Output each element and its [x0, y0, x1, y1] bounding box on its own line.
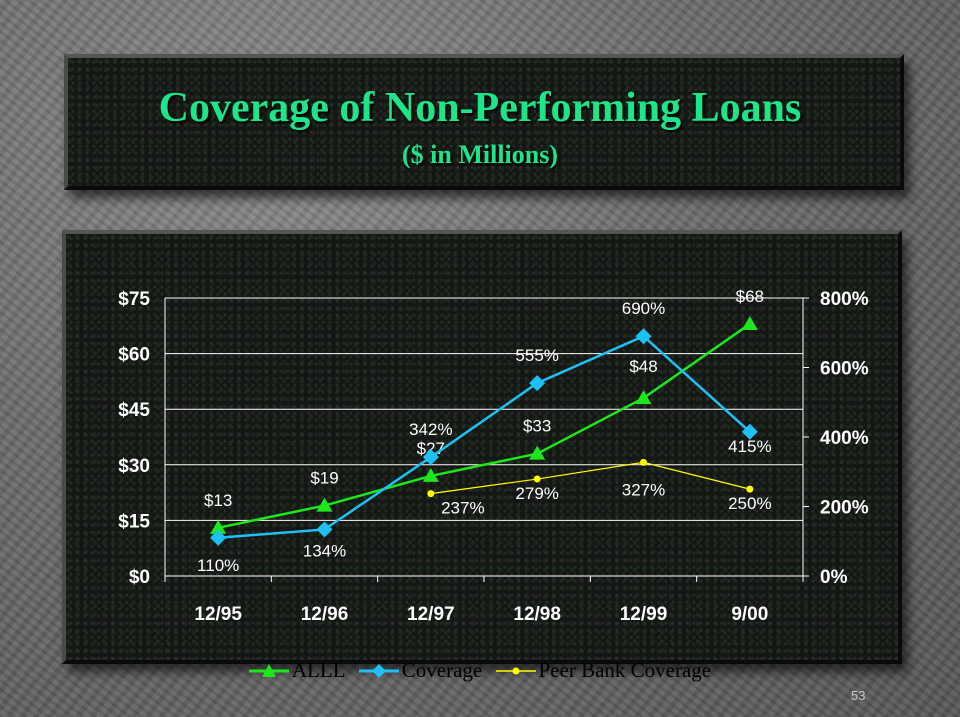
legend-label-alll: ALLL: [291, 658, 346, 682]
x-tick-label: 12/99: [620, 604, 668, 625]
y-right-tick-label: 800%: [820, 289, 869, 310]
data-point-alll: [210, 519, 227, 534]
data-label-coverage: 110%: [197, 556, 239, 575]
x-tick-label: 12/96: [301, 604, 349, 625]
data-label-alll: $48: [629, 357, 657, 376]
data-point-peer-bank-coverage: [640, 458, 647, 466]
data-point-coverage: [529, 375, 546, 392]
data-label-peer-bank-coverage: 237%: [441, 499, 484, 518]
data-label-coverage: 555%: [515, 346, 558, 365]
data-point-alll: [422, 467, 439, 482]
data-label-peer-bank-coverage: 327%: [622, 480, 665, 499]
y-right-tick-label: 400%: [820, 428, 869, 449]
data-point-alll: [529, 445, 546, 460]
data-label-alll: $13: [204, 491, 232, 510]
data-point-peer-bank-coverage: [746, 485, 754, 493]
data-point-alll: [635, 390, 652, 405]
legend-label-coverage: Coverage: [401, 658, 483, 682]
legend-item-peer: Peer Bank Coverage: [495, 658, 712, 683]
y-left-tick-label: $45: [118, 400, 150, 421]
data-point-coverage: [741, 423, 758, 440]
data-label-coverage: 415%: [728, 437, 771, 456]
data-point-alll: [741, 315, 758, 330]
data-label-alll: $33: [523, 417, 551, 436]
data-label-peer-bank-coverage: 279%: [515, 484, 558, 503]
title-panel: [64, 54, 904, 190]
page-number: 53: [851, 688, 866, 703]
legend-coverage-marker: [358, 663, 399, 678]
data-label-alll: $68: [736, 287, 764, 306]
page-title: Coverage of Non-Performing Loans: [158, 85, 802, 131]
series-line-peer-bank-coverage: [430, 461, 750, 495]
data-point-coverage: [316, 521, 333, 538]
data-label-alll: $19: [310, 469, 338, 488]
y-left-tick-label: $30: [118, 456, 150, 477]
legend-alll-marker: [248, 663, 289, 677]
data-point-alll: [316, 497, 333, 512]
y-right-tick-label: 0%: [820, 567, 848, 588]
y-right-tick-label: 600%: [820, 359, 869, 380]
legend-label-peer: Peer Bank Coverage: [538, 658, 712, 682]
y-left-tick-label: $60: [118, 345, 150, 366]
data-label-peer-bank-coverage: 250%: [728, 494, 771, 513]
y-right-tick-label: 200%: [820, 498, 869, 519]
y-left-tick-label: $0: [129, 567, 150, 588]
y-left-tick-label: $75: [118, 289, 150, 310]
x-tick-label: 9/00: [731, 604, 768, 625]
series-line-coverage: [218, 334, 751, 540]
data-point-coverage: [210, 529, 227, 546]
data-label-coverage: 134%: [303, 541, 346, 560]
chart-panel: [62, 230, 902, 664]
x-tick-label: 12/97: [407, 604, 455, 625]
page-subtitle: ($ in Millions): [401, 140, 558, 169]
legend-item-alll: ALLL: [248, 658, 346, 683]
series-line-alll: [217, 322, 751, 530]
data-point-peer-bank-coverage: [427, 490, 435, 498]
legend-peer-marker: [495, 667, 536, 674]
y-left-tick-label: $15: [118, 511, 150, 532]
data-label-coverage: 690%: [622, 299, 665, 318]
data-point-peer-bank-coverage: [533, 475, 541, 483]
data-point-coverage: [635, 328, 652, 345]
x-tick-label: 12/95: [194, 604, 242, 625]
data-label-coverage: 342%: [409, 420, 452, 439]
legend-item-coverage: Coverage: [358, 658, 483, 683]
x-tick-label: 12/98: [513, 604, 561, 625]
chart-legend: ALLL Coverage Peer Bank Coverage: [0, 658, 960, 685]
data-point-coverage: [422, 449, 439, 466]
